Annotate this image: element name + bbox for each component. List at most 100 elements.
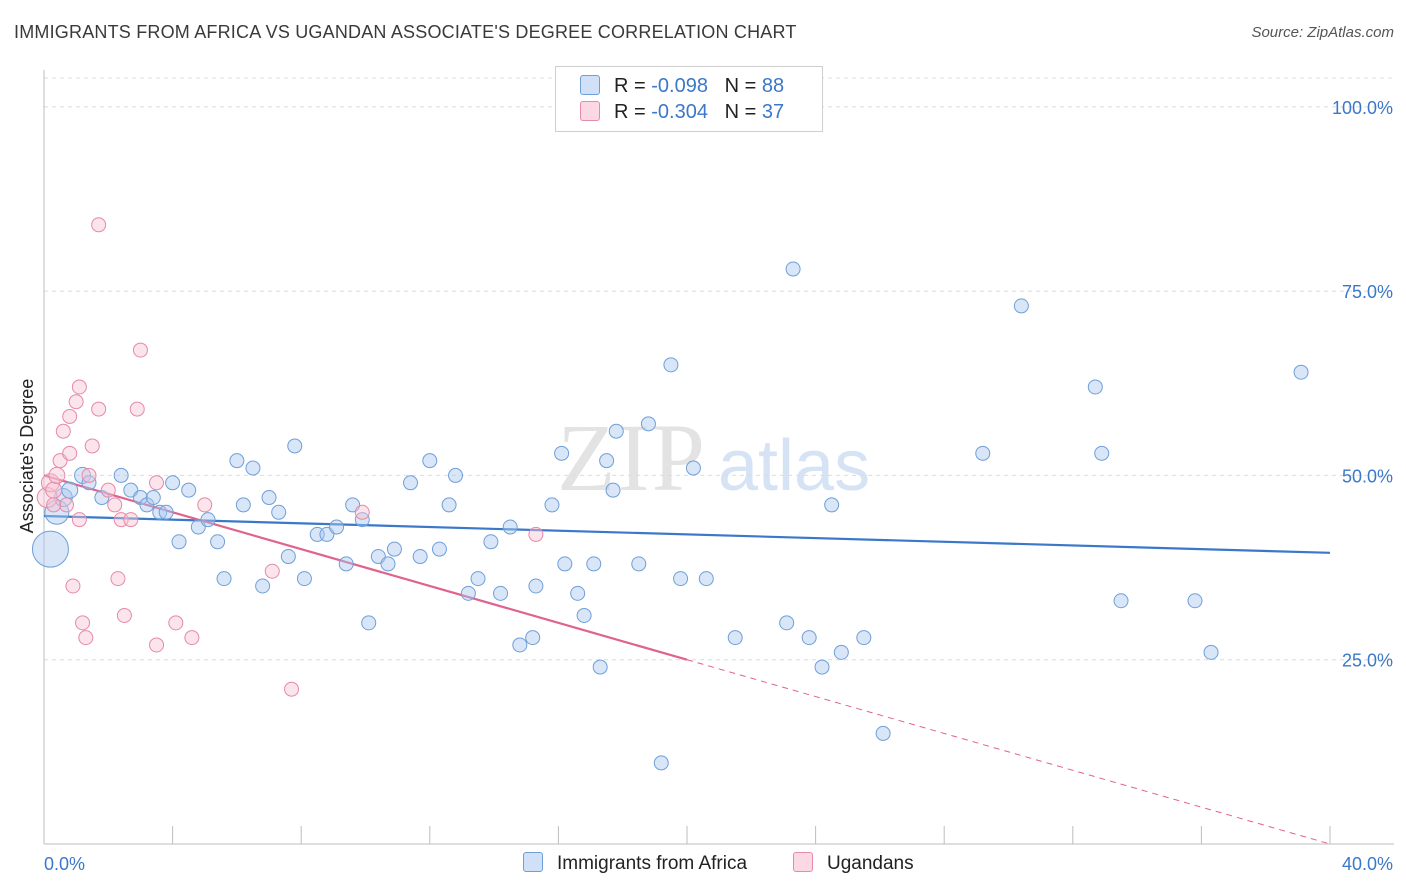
point-ugandans — [132, 342, 148, 358]
gridlines — [44, 77, 1394, 661]
point-africa — [280, 549, 296, 565]
point-africa — [833, 644, 849, 660]
point-ugandans — [45, 481, 63, 499]
point-ugandans — [62, 408, 78, 424]
trendline-ugandans — [43, 474, 688, 661]
chart-title: IMMIGRANTS FROM AFRICA VS UGANDAN ASSOCI… — [14, 22, 797, 42]
point-africa — [653, 755, 669, 771]
point-africa — [592, 659, 608, 675]
point-africa — [386, 541, 402, 557]
watermark: ZIP atlas — [557, 404, 870, 511]
series-legend: Immigrants from Africa Ugandans — [0, 852, 1406, 878]
point-africa — [785, 261, 801, 277]
legend-r-value: -0.304 — [651, 101, 708, 123]
point-africa — [814, 659, 830, 675]
point-ugandans — [48, 466, 66, 484]
point-africa — [570, 585, 586, 601]
point-africa — [210, 534, 226, 550]
point-africa — [502, 519, 518, 535]
point-africa — [448, 467, 464, 483]
point-ugandans — [68, 394, 84, 410]
point-africa — [663, 357, 679, 373]
point-ugandans — [91, 401, 107, 417]
point-ugandans — [110, 571, 126, 587]
point-africa — [698, 571, 714, 587]
point-ugandans — [62, 445, 78, 461]
point-ugandans — [71, 379, 87, 395]
legend-n-label: N = — [724, 75, 762, 97]
watermark-zip: ZIP — [557, 404, 707, 511]
point-africa — [544, 497, 560, 513]
point-ugandans — [284, 681, 300, 697]
point-ugandans — [81, 467, 97, 483]
point-ugandans — [116, 607, 132, 623]
y-axis-title: Associate's Degree — [17, 379, 37, 534]
legend-swatch-ugandans — [793, 852, 813, 872]
legend-r-label: R = — [614, 75, 652, 97]
point-africa — [493, 585, 509, 601]
point-africa — [975, 445, 991, 461]
point-africa — [631, 556, 647, 572]
point-africa — [685, 460, 701, 476]
point-africa — [361, 615, 377, 631]
legend-label-ugandans: Ugandans — [827, 853, 914, 874]
point-africa — [235, 497, 251, 513]
legend-item-ugandans[interactable]: Ugandans — [793, 852, 914, 875]
point-africa — [403, 475, 419, 491]
point-ugandans — [100, 482, 116, 498]
point-africa — [599, 453, 615, 469]
point-ugandans — [65, 578, 81, 594]
point-africa — [338, 556, 354, 572]
point-ugandans — [107, 497, 123, 513]
point-ugandans — [129, 401, 145, 417]
legend-label-africa: Immigrants from Africa — [557, 853, 748, 874]
legend-swatch-africa — [523, 852, 543, 872]
point-africa — [557, 556, 573, 572]
tick-labels: 25.0% 50.0% 75.0% 100.0% 0.0% 40.0% Associate'… — [17, 98, 1393, 874]
trendlines — [43, 474, 1331, 845]
point-africa — [1094, 445, 1110, 461]
point-africa — [605, 482, 621, 498]
point-africa — [431, 541, 447, 557]
point-ugandans — [354, 504, 370, 520]
legend-row-ugandans: R = -0.304 N = 37 — [580, 101, 784, 127]
point-africa — [158, 504, 174, 520]
point-africa — [74, 466, 92, 484]
point-africa — [61, 481, 79, 499]
x-tick-label: 0.0% — [44, 854, 85, 874]
point-africa — [229, 453, 245, 469]
y-tick-label: 25.0% — [1342, 651, 1393, 671]
point-africa — [586, 556, 602, 572]
point-africa — [460, 585, 476, 601]
point-ugandans — [264, 563, 280, 579]
point-ugandans — [149, 475, 165, 491]
point-ugandans — [168, 615, 184, 631]
point-africa — [1203, 644, 1219, 660]
point-africa — [608, 423, 624, 439]
point-africa — [525, 630, 541, 646]
point-ugandans — [71, 512, 87, 528]
point-africa — [287, 438, 303, 454]
point-africa — [145, 490, 161, 506]
point-africa — [255, 578, 271, 594]
legend-n-label: N = — [724, 101, 762, 123]
point-ugandans — [55, 423, 71, 439]
point-africa — [576, 607, 592, 623]
point-africa — [470, 571, 486, 587]
y-tick-label: 75.0% — [1342, 282, 1393, 302]
point-africa — [200, 512, 216, 528]
point-africa — [245, 460, 261, 476]
point-ugandans — [197, 497, 213, 513]
watermark-atlas: atlas — [718, 426, 870, 506]
point-africa — [483, 534, 499, 550]
point-africa — [727, 630, 743, 646]
point-africa — [216, 571, 232, 587]
point-ugandans — [123, 512, 139, 528]
point-ugandans — [59, 497, 75, 513]
legend-n-value: 37 — [761, 101, 785, 123]
legend-item-africa[interactable]: Immigrants from Africa — [523, 852, 747, 875]
point-africa — [554, 445, 570, 461]
legend-row-africa: R = -0.098 N = 88 — [580, 75, 784, 101]
point-africa — [113, 467, 129, 483]
